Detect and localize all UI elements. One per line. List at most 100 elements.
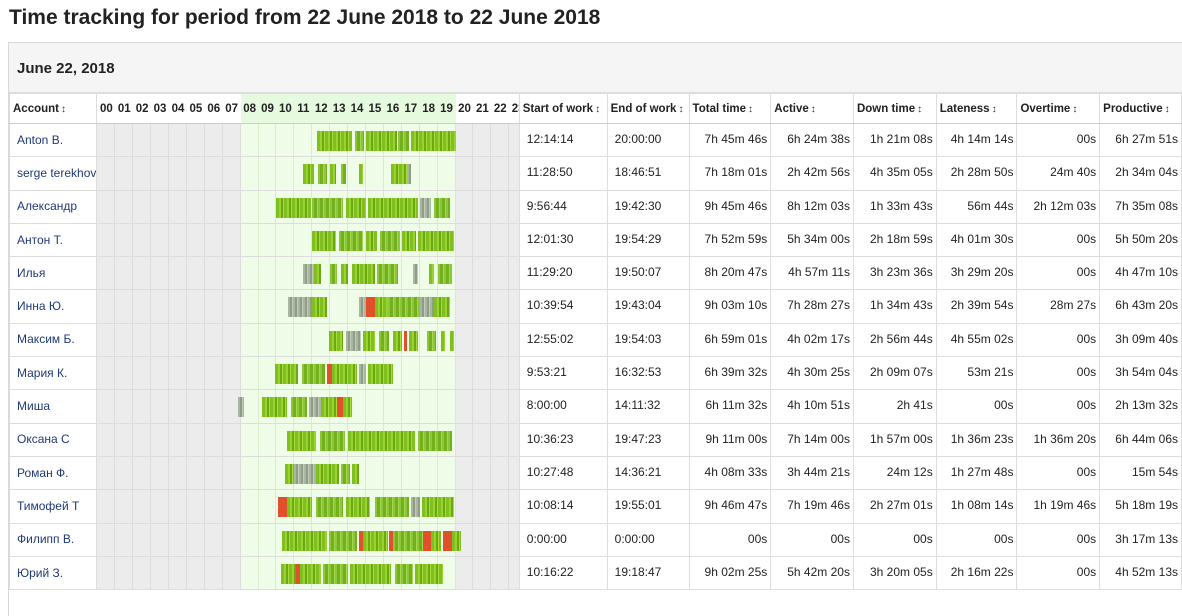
activity-segment[interactable] — [410, 131, 456, 151]
activity-segment[interactable] — [294, 463, 316, 484]
activity-segment[interactable] — [401, 230, 417, 251]
activity-segment[interactable] — [312, 197, 343, 218]
activity-segment[interactable] — [346, 497, 370, 518]
account-link[interactable]: Инна Ю. — [17, 299, 65, 314]
activity-segment[interactable] — [346, 330, 361, 351]
activity-segment[interactable] — [342, 397, 352, 418]
activity-segment[interactable] — [287, 497, 313, 518]
activity-segment[interactable] — [409, 330, 419, 351]
activity-segment[interactable] — [414, 563, 444, 584]
activity-segment[interactable] — [366, 297, 376, 318]
activity-segment[interactable] — [330, 164, 336, 185]
activity-segment[interactable] — [312, 230, 336, 251]
activity-segment[interactable] — [362, 530, 388, 551]
activity-segment[interactable] — [367, 364, 393, 385]
activity-segment[interactable] — [389, 530, 393, 551]
activity-segment[interactable] — [301, 364, 325, 385]
activity-segment[interactable] — [375, 497, 410, 518]
activity-segment[interactable] — [321, 397, 338, 418]
downtime-column-header[interactable]: Down time ↕ — [852, 93, 937, 124]
activity-segment[interactable] — [412, 264, 419, 285]
activity-segment[interactable] — [278, 497, 288, 518]
activity-segment[interactable] — [403, 330, 408, 351]
activity-segment[interactable] — [393, 530, 424, 551]
activity-segment[interactable] — [430, 530, 442, 551]
activity-segment[interactable] — [323, 563, 349, 584]
activity-segment[interactable] — [303, 164, 315, 185]
activity-segment[interactable] — [428, 264, 435, 285]
activity-segment[interactable] — [391, 164, 408, 185]
activity-segment[interactable] — [393, 330, 402, 351]
activity-segment[interactable] — [437, 264, 453, 285]
activity-segment[interactable] — [418, 430, 453, 451]
activity-segment[interactable] — [378, 330, 390, 351]
activity-segment[interactable] — [299, 563, 322, 584]
account-link[interactable]: Антон Т. — [17, 232, 63, 247]
account-link[interactable]: Роман Ф. — [17, 465, 69, 480]
activity-segment[interactable] — [366, 131, 397, 151]
activity-segment[interactable] — [238, 397, 245, 418]
activity-segment[interactable] — [308, 397, 322, 418]
lateness-column-header[interactable]: Lateness ↕ — [935, 93, 1018, 124]
activity-segment[interactable] — [358, 297, 367, 318]
activity-segment[interactable] — [341, 463, 350, 484]
end-column-header[interactable]: End of work ↕ — [606, 93, 690, 124]
activity-segment[interactable] — [427, 330, 436, 351]
activity-segment[interactable] — [367, 197, 419, 218]
activity-segment[interactable] — [351, 463, 359, 484]
activity-segment[interactable] — [441, 330, 445, 351]
activity-segment[interactable] — [358, 364, 367, 385]
activity-segment[interactable] — [330, 264, 338, 285]
activity-segment[interactable] — [394, 563, 413, 584]
account-link[interactable]: Максим Б. — [17, 332, 75, 347]
activity-segment[interactable] — [315, 497, 343, 518]
activity-segment[interactable] — [290, 397, 308, 418]
total-column-header[interactable]: Total time ↕ — [688, 93, 772, 124]
activity-segment[interactable] — [274, 364, 299, 385]
account-link[interactable]: Миша — [17, 399, 50, 414]
activity-segment[interactable] — [443, 530, 453, 551]
activity-segment[interactable] — [419, 197, 431, 218]
activity-segment[interactable] — [358, 530, 363, 551]
activity-segment[interactable] — [419, 297, 435, 318]
activity-segment[interactable] — [262, 397, 288, 418]
activity-segment[interactable] — [328, 530, 358, 551]
activity-segment[interactable] — [339, 230, 363, 251]
activity-segment[interactable] — [319, 430, 345, 451]
activity-segment[interactable] — [281, 563, 297, 584]
activity-segment[interactable] — [387, 297, 420, 318]
activity-segment[interactable] — [407, 164, 411, 185]
activity-segment[interactable] — [418, 230, 454, 251]
account-link[interactable]: Мария К. — [17, 365, 68, 380]
activity-segment[interactable] — [375, 297, 388, 318]
activity-segment[interactable] — [303, 264, 315, 285]
activity-segment[interactable] — [434, 197, 451, 218]
activity-segment[interactable] — [423, 530, 431, 551]
account-link[interactable]: Юрий З. — [17, 565, 64, 580]
account-link[interactable]: Александр — [17, 199, 78, 214]
start-column-header[interactable]: Start of work ↕ — [518, 93, 608, 124]
activity-segment[interactable] — [434, 297, 451, 318]
account-column-header[interactable]: Account ↕ — [8, 93, 98, 124]
activity-segment[interactable] — [312, 297, 327, 318]
activity-segment[interactable] — [366, 230, 377, 251]
account-link[interactable]: Илья — [17, 265, 46, 280]
activity-segment[interactable] — [328, 330, 343, 351]
activity-segment[interactable] — [410, 497, 420, 518]
activity-segment[interactable] — [284, 463, 295, 484]
activity-segment[interactable] — [380, 230, 401, 251]
account-link[interactable]: Филипп В. — [17, 532, 75, 547]
activity-segment[interactable] — [346, 197, 367, 218]
account-link[interactable]: Оксана С — [17, 432, 70, 447]
activity-segment[interactable] — [362, 330, 376, 351]
activity-segment[interactable] — [450, 330, 454, 351]
activity-segment[interactable] — [275, 197, 311, 218]
activity-segment[interactable] — [326, 364, 333, 385]
activity-segment[interactable] — [316, 131, 352, 151]
activity-segment[interactable] — [355, 131, 365, 151]
activity-segment[interactable] — [348, 430, 415, 451]
activity-segment[interactable] — [358, 164, 363, 185]
activity-segment[interactable] — [315, 463, 340, 484]
activity-segment[interactable] — [421, 497, 454, 518]
productive-column-header[interactable]: Productive ↕ — [1099, 93, 1182, 124]
